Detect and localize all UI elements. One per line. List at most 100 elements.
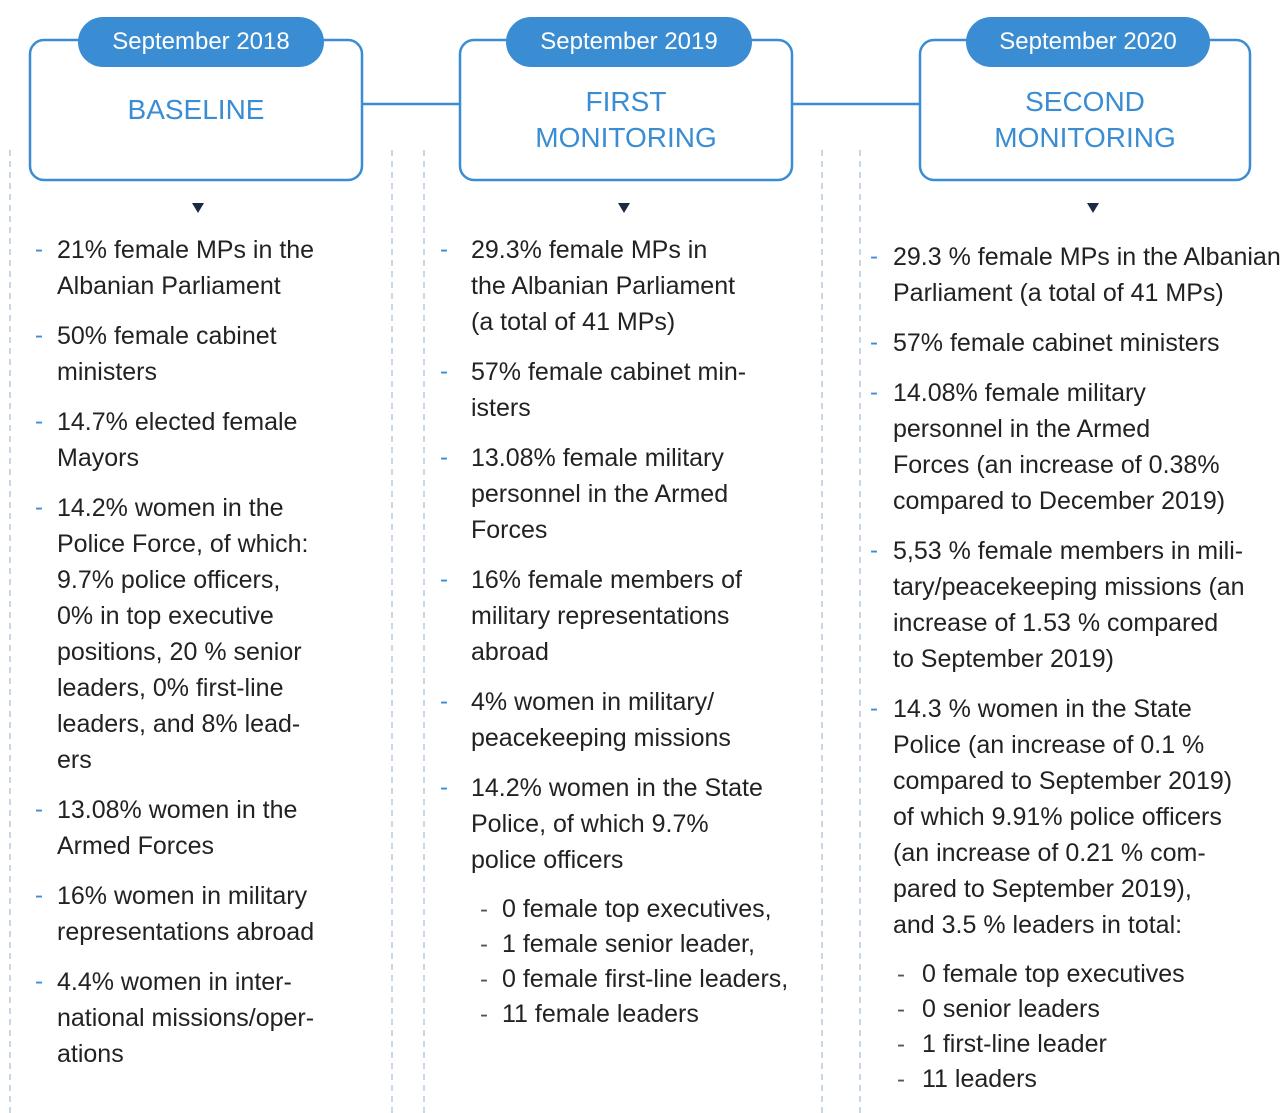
bullet: - xyxy=(35,236,43,263)
sub-item: -0 female first-line leaders, xyxy=(471,962,788,997)
item-text: ers xyxy=(57,746,92,774)
item-text: and 3.5 % leaders in total: xyxy=(893,911,1183,939)
bullet: - xyxy=(35,882,43,909)
item-text: 4% women in military/ xyxy=(471,688,715,716)
item-text: 13.08% female military xyxy=(471,444,724,472)
bullet: - xyxy=(870,537,878,564)
item-text: Armed Forces xyxy=(57,832,214,860)
item-text: 0% in top executive xyxy=(57,602,274,630)
item-text: (a total of 41 MPs) xyxy=(471,308,676,336)
bullet: - xyxy=(440,688,448,715)
sub-item: -11 female leaders xyxy=(471,997,788,1032)
sub-item-text: 11 female leaders xyxy=(502,1000,699,1028)
sub-item-text: 0 senior leaders xyxy=(922,995,1100,1023)
bullet: - xyxy=(35,796,43,823)
item-text: personnel in the Armed xyxy=(471,480,729,508)
item-text: tary/peacekeeping missions (an xyxy=(893,573,1245,601)
item-text: 14.7% elected female xyxy=(57,408,298,436)
item-text: 16% female members of xyxy=(471,566,742,594)
item-text: police officers xyxy=(471,846,624,874)
list-item: -29.3% female MPs in the Albanian Parliam… xyxy=(440,232,788,340)
item-text: compared to December 2019) xyxy=(893,487,1226,515)
sub-item: -0 female top executives, xyxy=(471,892,788,927)
heading: FIRST xyxy=(585,86,667,117)
pill xyxy=(78,17,324,67)
bullet: - xyxy=(35,322,43,349)
date-label: September 2019 xyxy=(540,28,718,55)
item-list: -29.3% female MPs in the Albanian Parliam… xyxy=(440,232,788,1046)
item-text: to September 2019) xyxy=(893,645,1114,673)
bullet: - xyxy=(480,966,488,993)
sub-item-text: 0 female first-line leaders, xyxy=(502,965,789,993)
bullet: - xyxy=(870,379,878,406)
item-text: Forces (an increase of 0.38% xyxy=(893,451,1220,479)
list-item: -57% female cabinet ministers xyxy=(870,325,1281,361)
arrow xyxy=(618,203,630,213)
item-text: (an increase of 0.21 % com- xyxy=(893,839,1206,867)
item-text: positions, 20 % senior xyxy=(57,638,302,666)
pill xyxy=(506,17,752,67)
list-item: -57% female cabinet min-isters xyxy=(440,354,788,426)
sub-item: -0 senior leaders xyxy=(893,992,1281,1027)
bullet: - xyxy=(480,896,488,923)
bullet: - xyxy=(35,494,43,521)
bullet: - xyxy=(440,566,448,593)
list-item: -13.08% female military personnel in the … xyxy=(440,440,788,548)
bullet: - xyxy=(897,1066,905,1093)
list-item: -4% women in military/peacekeeping missi… xyxy=(440,684,788,756)
sub-item: -11 leaders xyxy=(893,1062,1281,1097)
list-item: -14.2% women in the Police Force, of whic… xyxy=(35,490,314,778)
item-text: pared to September 2019), xyxy=(893,875,1192,903)
list-item: -16% women in military representations ab… xyxy=(35,878,315,950)
bullet: - xyxy=(480,931,488,958)
item-text: representations abroad xyxy=(57,918,315,946)
item-list: -21% female MPs in the Albanian Parliamen… xyxy=(35,232,315,1086)
item-text: military representations xyxy=(471,602,730,630)
sub-item-text: 1 female senior leader, xyxy=(502,930,755,958)
item-text: abroad xyxy=(471,638,549,666)
item-text: 50% female cabinet xyxy=(57,322,277,350)
item-text: Police (an increase of 0.1 % xyxy=(893,731,1205,759)
list-item: -14.08% female military personnel in the … xyxy=(870,375,1281,519)
item-text: 21% female MPs in the xyxy=(57,236,315,264)
bullet: - xyxy=(870,243,878,270)
item-text: ations xyxy=(57,1040,124,1068)
date-label: September 2018 xyxy=(112,28,290,55)
heading: MONITORING xyxy=(535,122,717,153)
bullet: - xyxy=(35,408,43,435)
bullet: - xyxy=(480,1001,488,1028)
item-text: 9.7% police officers, xyxy=(57,566,281,594)
heading: BASELINE xyxy=(127,94,265,125)
item-text: 29.3 % female MPs in the Albanian xyxy=(893,243,1281,271)
list-item: -14.2% women in the State Police, of whic… xyxy=(440,770,788,1032)
item-text: Parliament (a total of 41 MPs) xyxy=(893,279,1224,307)
item-text: 16% women in military xyxy=(57,882,308,910)
item-list: -29.3 % female MPs in the Albanian Parlia… xyxy=(870,239,1281,1111)
sub-item-text: 0 female top executives xyxy=(922,960,1185,988)
list-item: -14.7% elected female Mayors xyxy=(35,404,314,476)
heading: MONITORING xyxy=(994,122,1176,153)
pill xyxy=(966,17,1210,67)
item-text: of which 9.91% police officers xyxy=(893,803,1222,831)
bullet: - xyxy=(35,968,43,995)
list-item: -50% female cabinet ministers xyxy=(35,318,314,390)
item-text: Forces xyxy=(471,516,548,544)
sub-item: -0 female top executives xyxy=(893,957,1281,992)
item-text: isters xyxy=(471,394,531,422)
list-item: -5,53 % female members in mili-tary/peac… xyxy=(870,533,1281,677)
item-text: Albanian Parliament xyxy=(57,272,281,300)
item-text: 29.3% female MPs in xyxy=(471,236,708,264)
item-text: Police Force, of which: xyxy=(57,530,309,558)
item-text: 14.08% female military xyxy=(893,379,1146,407)
arrow xyxy=(1087,203,1099,213)
item-text: ministers xyxy=(57,358,158,386)
list-item: -21% female MPs in the Albanian Parliamen… xyxy=(35,232,315,304)
date-label: September 2020 xyxy=(999,28,1177,55)
sub-item: -1 first-line leader xyxy=(893,1027,1281,1062)
item-text: leaders, 0% first-line xyxy=(57,674,284,702)
list-item: -14.3 % women in the State Police (an inc… xyxy=(870,691,1281,1097)
bullet: - xyxy=(870,695,878,722)
item-text: 14.2% women in the xyxy=(57,494,284,522)
item-text: 4.4% women in inter- xyxy=(57,968,292,996)
